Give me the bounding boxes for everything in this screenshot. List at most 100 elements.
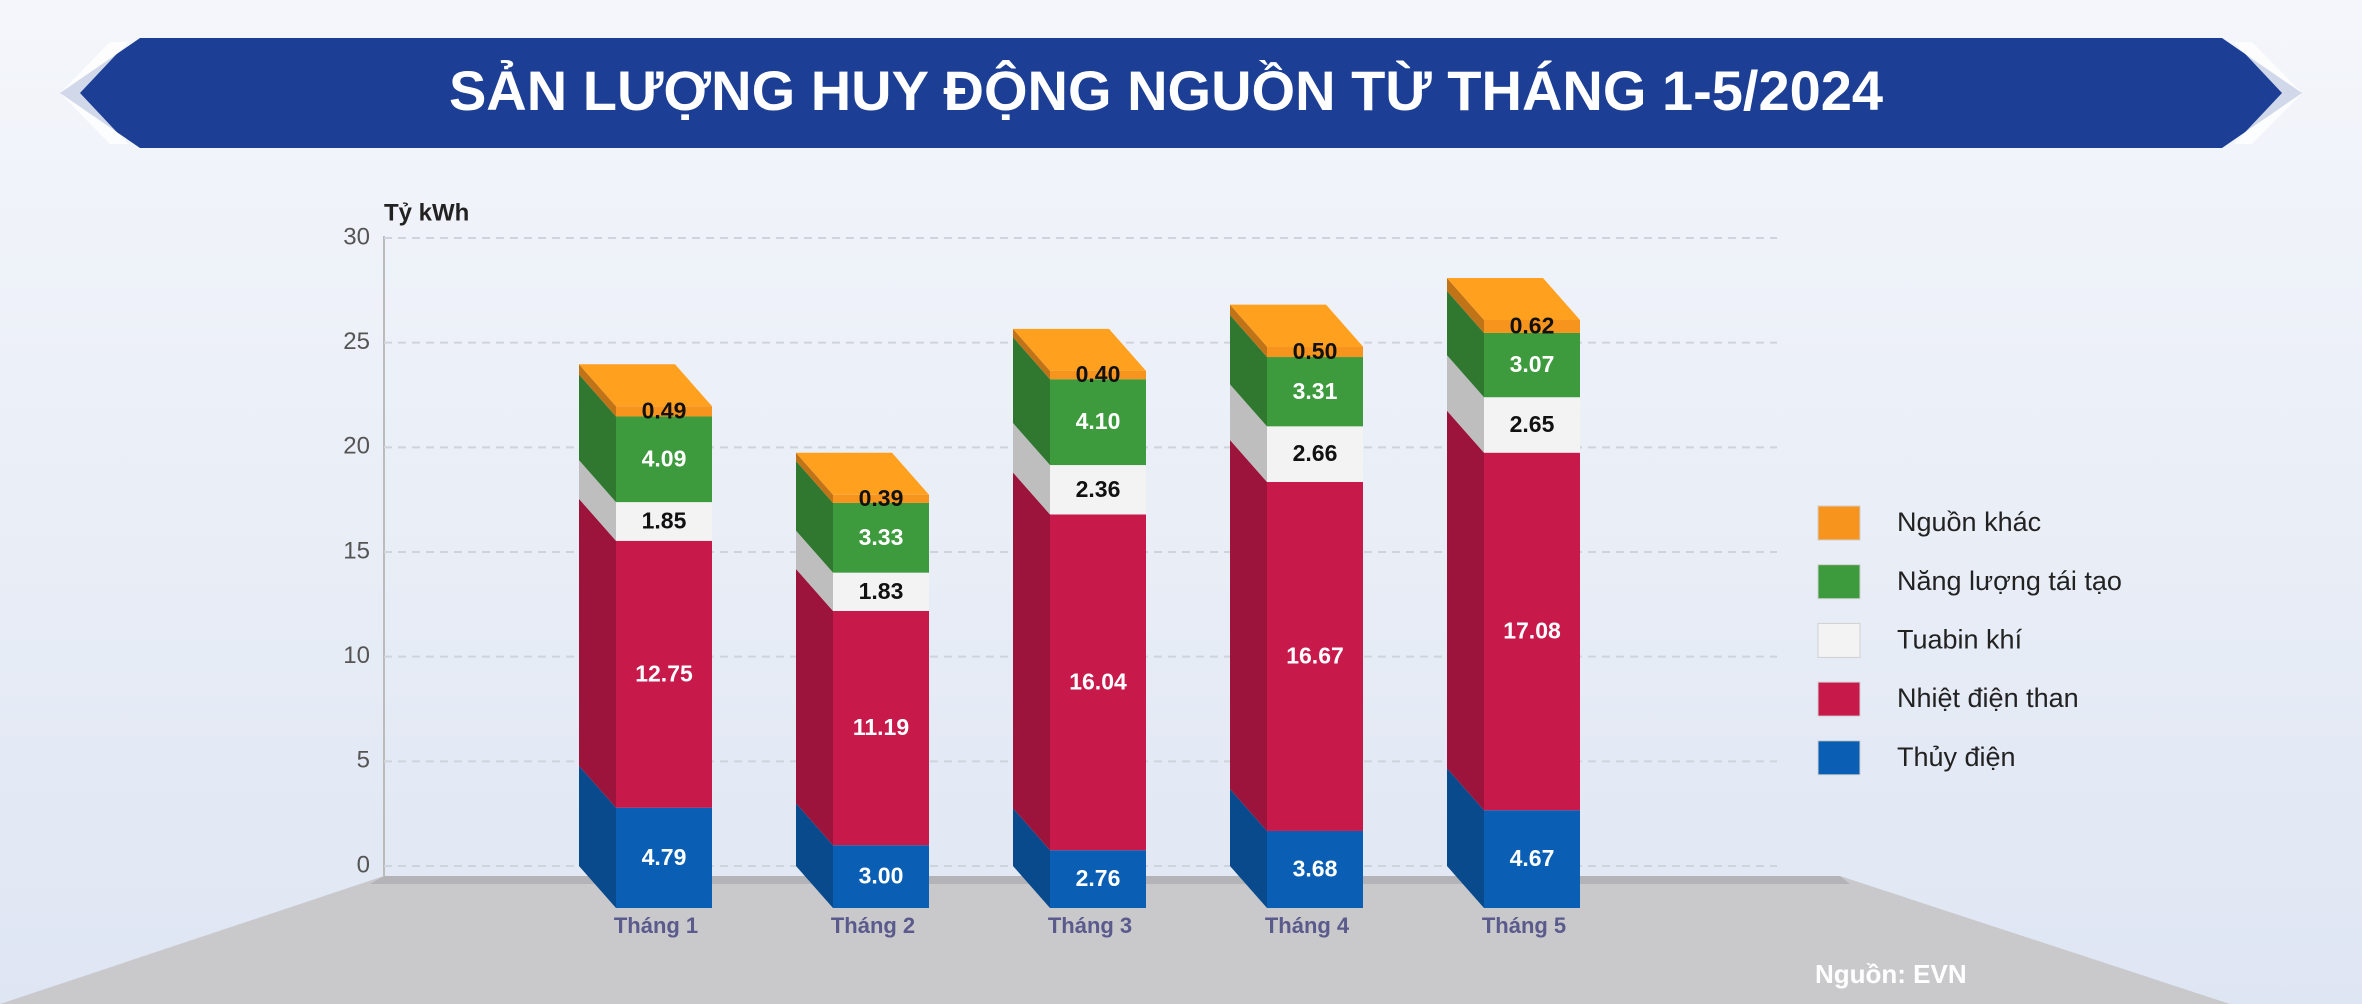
bar-segment (1484, 397, 1580, 453)
bar-side (579, 374, 616, 503)
bar-side (1447, 410, 1484, 811)
value-label: 4.09 (642, 445, 687, 471)
bar-side (579, 364, 616, 417)
bar-segment (1267, 346, 1363, 358)
bar-segment (1050, 850, 1146, 908)
bar-side (796, 803, 833, 908)
bar-segment (833, 572, 929, 611)
y-tick-label: 20 (343, 433, 370, 460)
bar-side (1447, 355, 1484, 453)
bar-segment (616, 416, 712, 503)
legend-swatch (1817, 681, 1861, 717)
value-label: 0.40 (1076, 361, 1121, 387)
value-label: 4.79 (642, 844, 687, 870)
bar-side (579, 765, 616, 908)
bar-top (796, 452, 929, 495)
bar-side (1230, 384, 1267, 483)
bar-top (1447, 277, 1580, 320)
bar-segment (616, 540, 712, 808)
source: Nguồn: EVN (1815, 959, 1967, 989)
bar-side (796, 530, 833, 611)
value-label: 12.75 (635, 660, 693, 686)
bar-side (796, 568, 833, 846)
bar-segment (1050, 465, 1146, 515)
bar-segment (616, 406, 712, 417)
bar-side (1447, 290, 1484, 398)
legend-swatch (1817, 505, 1861, 541)
value-label: 2.65 (1510, 411, 1555, 437)
value-label: 0.39 (859, 485, 904, 511)
legend-label: Nguồn khác (1897, 507, 2041, 537)
bar-segment (1267, 357, 1363, 427)
bar-side (1013, 808, 1050, 908)
bar-side (1013, 337, 1050, 466)
value-label: 3.31 (1293, 378, 1338, 404)
bar-side (1230, 315, 1267, 427)
value-label: 2.36 (1076, 476, 1121, 502)
bar-segment (833, 502, 929, 573)
x-tick-label: Tháng 5 (1482, 913, 1566, 938)
value-label: 4.10 (1076, 408, 1121, 434)
legend-swatch (1817, 740, 1861, 776)
banner-chevron (2234, 42, 2302, 144)
bar-side (1230, 304, 1267, 358)
value-label: 2.66 (1293, 440, 1338, 466)
chart-title: SẢN LƯỢNG HUY ĐỘNG NGUỒN TỪ THÁNG 1-5/20… (449, 59, 1883, 122)
legend-label: Năng lượng tái tạo (1897, 566, 2122, 596)
bar-side (1447, 768, 1484, 908)
floor (0, 876, 2230, 1004)
bar-segment (1267, 830, 1363, 908)
legend-swatch (1817, 564, 1861, 600)
bar-segment (833, 845, 929, 908)
x-tick-label: Tháng 1 (614, 913, 698, 938)
bar-side (579, 460, 616, 541)
bar-segment (1267, 482, 1363, 831)
bar-side (1013, 423, 1050, 515)
bar-segment (1050, 370, 1146, 380)
x-tick-label: Tháng 2 (831, 913, 915, 938)
bar-segment (1484, 332, 1580, 398)
legend-label: Thủy điện (1897, 742, 2016, 772)
bar-segment (1484, 452, 1580, 811)
legend-label: Nhiệt điện than (1897, 683, 2079, 713)
bar-side (796, 452, 833, 503)
bar-segment (833, 610, 929, 846)
y-tick-label: 10 (343, 642, 370, 669)
bar-side (579, 498, 616, 808)
value-label: 3.00 (859, 863, 904, 889)
bar-side (796, 460, 833, 573)
value-label: 4.67 (1510, 845, 1555, 871)
value-label: 0.62 (1510, 313, 1555, 339)
value-label: 0.49 (642, 397, 687, 423)
bar-top (1230, 304, 1363, 347)
x-tick-label: Tháng 4 (1265, 913, 1350, 938)
bar-segment (1050, 379, 1146, 466)
value-label: 1.83 (859, 578, 904, 604)
value-label: 1.85 (642, 508, 687, 534)
bar-side (1230, 440, 1267, 831)
legend-swatch (1817, 622, 1861, 658)
bar-side (1013, 472, 1050, 851)
bar-top (579, 364, 712, 407)
bar-segment (616, 502, 712, 541)
value-label: 3.68 (1293, 856, 1338, 882)
legend-label: Tuabin khí (1897, 625, 2023, 655)
x-tick-label: Tháng 3 (1048, 913, 1132, 938)
bar-segment (833, 494, 929, 503)
value-label: 16.04 (1069, 668, 1127, 694)
title-banner (60, 38, 2302, 148)
bar-side (1230, 788, 1267, 908)
y-tick-label: 15 (343, 537, 370, 564)
value-label: 17.08 (1503, 618, 1561, 644)
banner-chevron (60, 42, 128, 144)
y-tick-label: 5 (357, 747, 370, 774)
bar-segment (616, 807, 712, 908)
bar-segment (1484, 319, 1580, 333)
y-tick-label: 25 (343, 328, 370, 355)
bar-side (1013, 328, 1050, 380)
value-label: 3.33 (859, 524, 904, 550)
y-tick-label: 0 (357, 851, 370, 878)
value-label: 11.19 (853, 714, 909, 740)
